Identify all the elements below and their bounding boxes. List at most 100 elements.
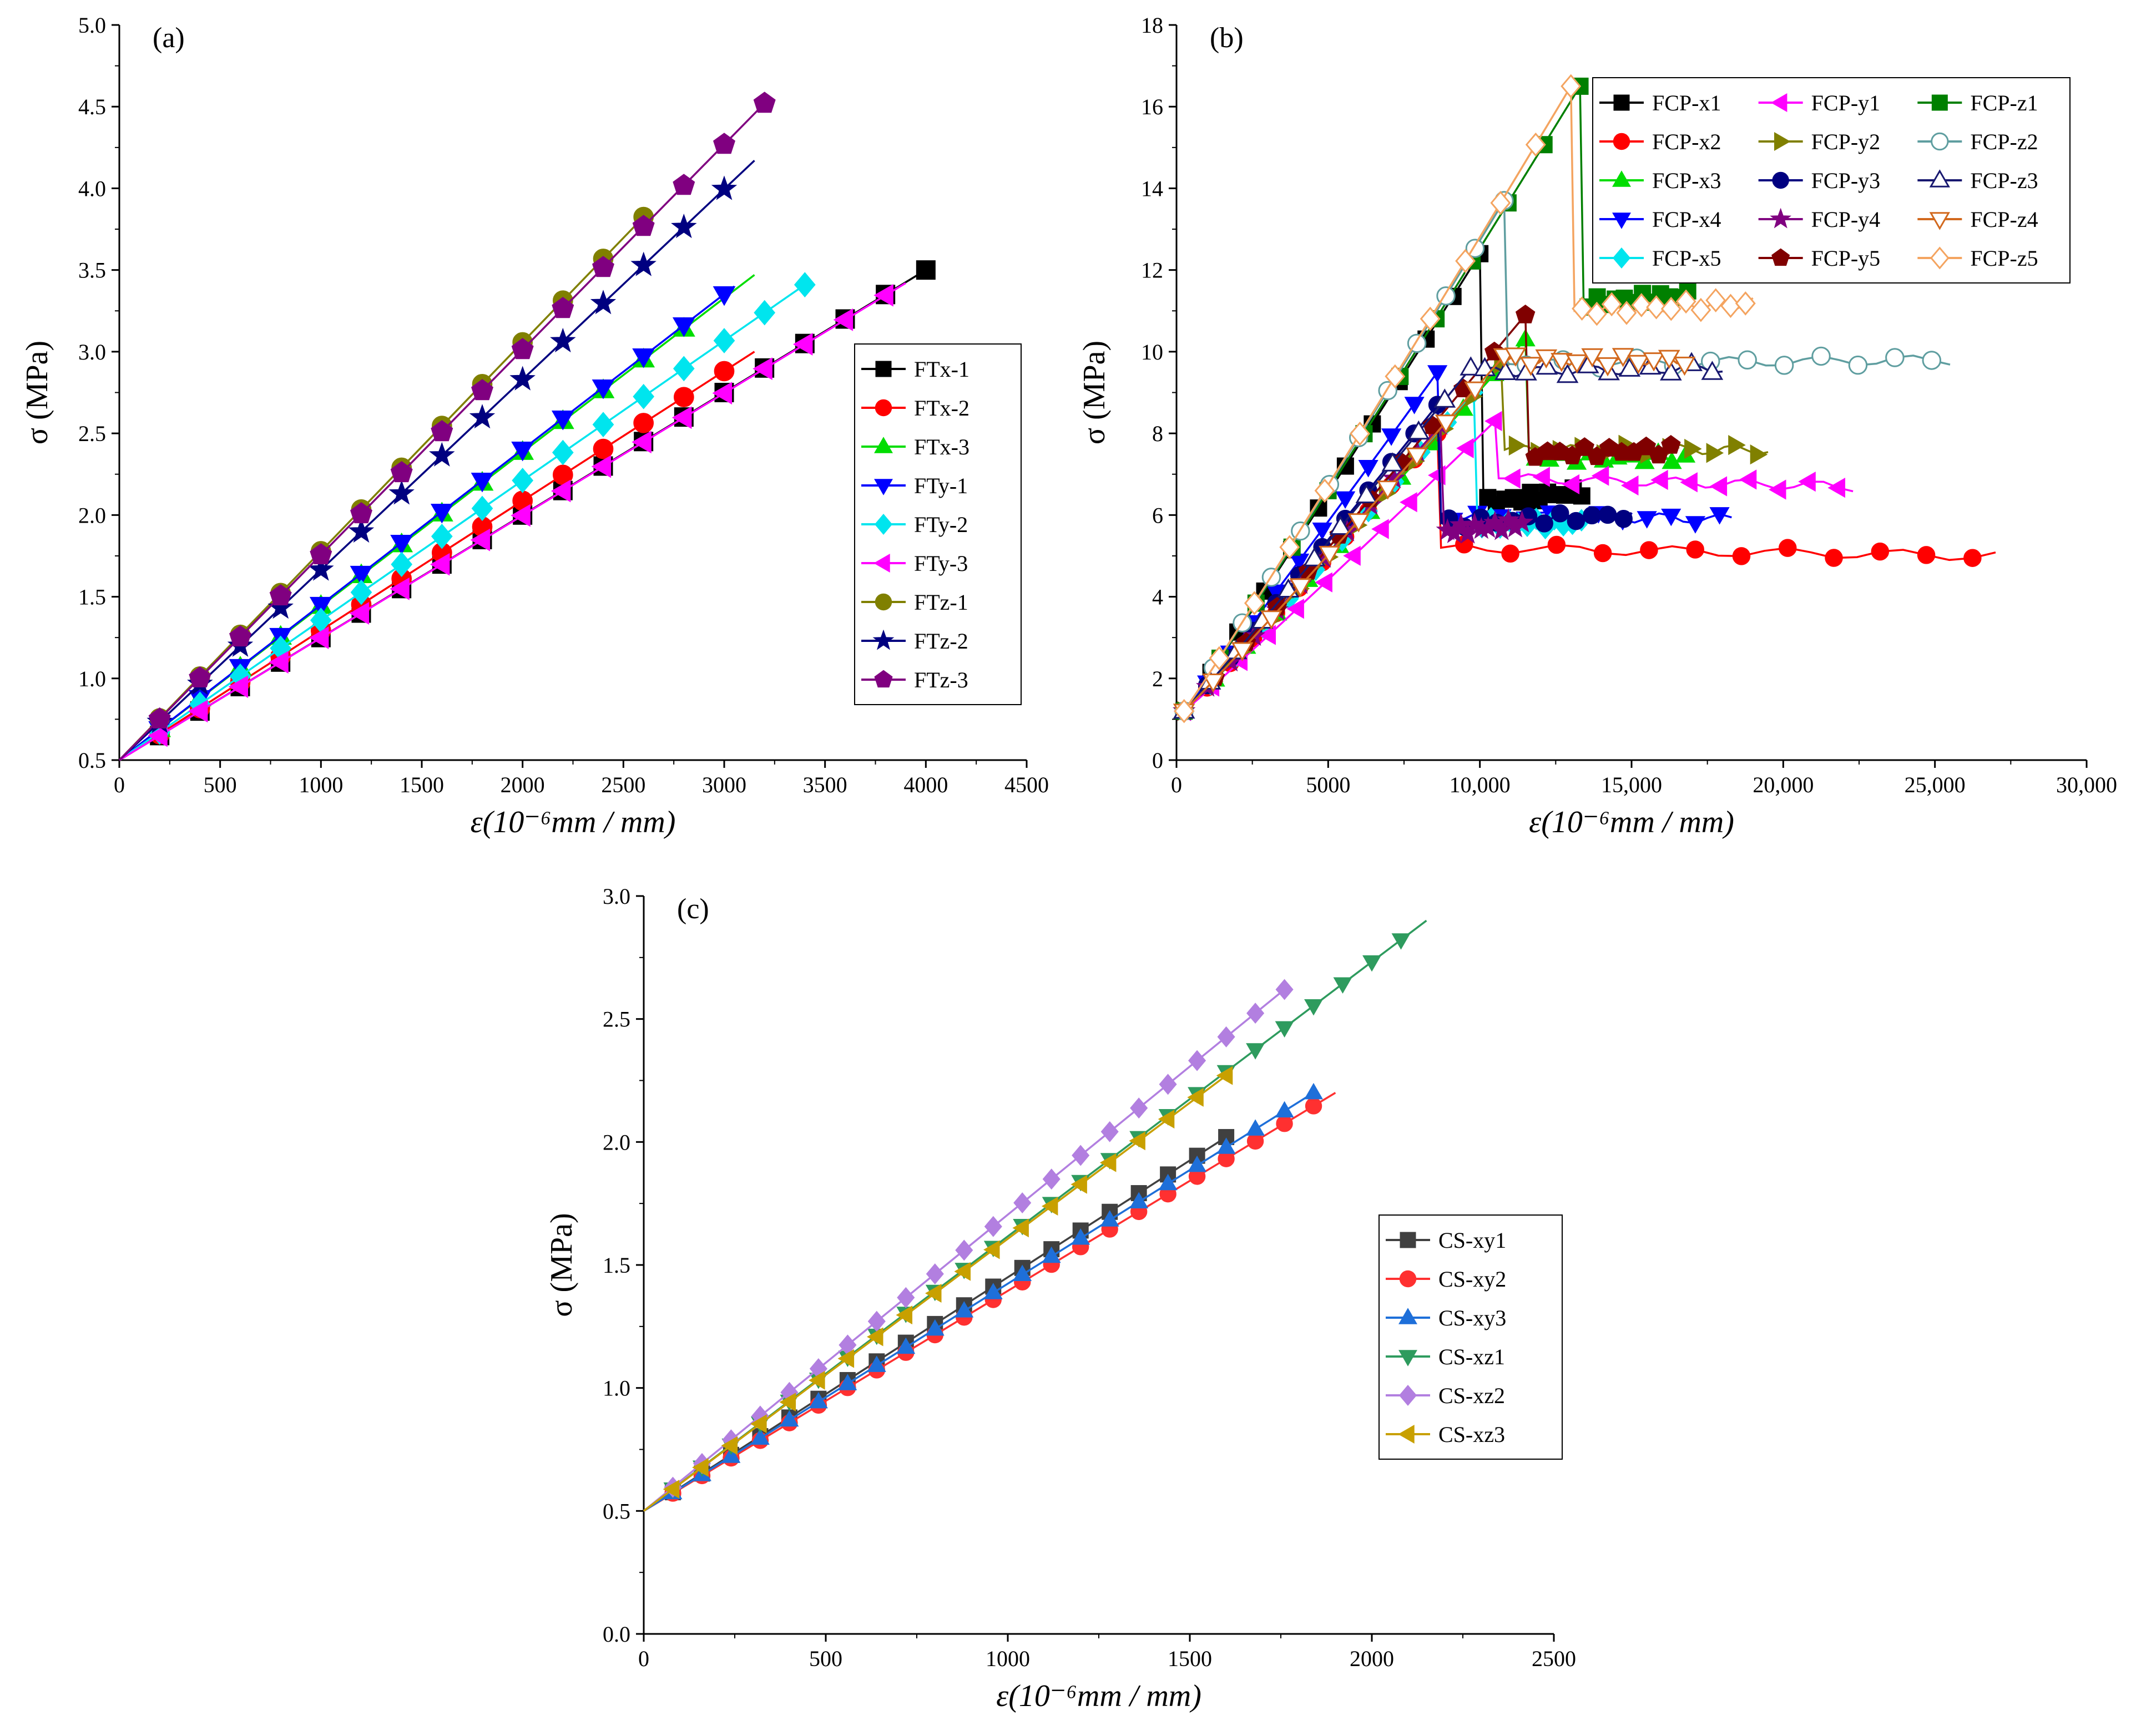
legend-label: FTz-3 [914, 667, 968, 692]
legend-label: CS-xz3 [1438, 1422, 1505, 1447]
data-point [1515, 304, 1536, 323]
data-point [750, 1428, 770, 1445]
legend-entry: FTy-1 [861, 473, 968, 498]
legend-label: FCP-y2 [1811, 129, 1881, 154]
legend-label: FTx-2 [914, 396, 969, 421]
data-point [1705, 288, 1726, 313]
data-point [1158, 1173, 1178, 1191]
data-point [1100, 1121, 1119, 1142]
data-point [308, 556, 334, 581]
data-point [1561, 74, 1582, 99]
y-tick-label: 16 [1141, 94, 1163, 119]
data-point [1631, 293, 1652, 317]
legend-entry: FTy-3 [861, 551, 968, 576]
data-point [925, 1284, 942, 1303]
data-point [1407, 420, 1430, 440]
data-point [1099, 1153, 1117, 1172]
legend-label: FCP-y4 [1811, 207, 1881, 232]
data-point [1202, 674, 1224, 693]
data-point [984, 1216, 1002, 1237]
data-point [511, 504, 531, 527]
data-point [471, 495, 493, 522]
data-point [1535, 349, 1558, 369]
data-point [349, 602, 370, 625]
data-point [1012, 1218, 1029, 1238]
data-point [1525, 132, 1546, 157]
data-point [955, 1301, 974, 1318]
legend-marker [1400, 1232, 1416, 1248]
y-axis-label: σ (MPa) [544, 1213, 579, 1317]
data-point [838, 1374, 857, 1390]
data-point [1216, 1137, 1236, 1154]
legend-label: FCP-z1 [1970, 90, 2038, 115]
y-tick-label: 0.5 [78, 748, 106, 773]
data-point [1070, 1175, 1087, 1194]
legend-entry: CS-xz3 [1386, 1422, 1505, 1447]
panel-label: (b) [1210, 22, 1244, 54]
data-point [1129, 1131, 1145, 1151]
data-point [1258, 625, 1276, 645]
y-tick-label: 2.5 [78, 421, 106, 446]
data-point [916, 260, 936, 280]
data-point [1519, 357, 1542, 376]
data-point [512, 468, 534, 493]
x-tick-label: 15,000 [1601, 772, 1662, 797]
data-point [633, 413, 654, 433]
data-point [1701, 361, 1724, 380]
data-point [1618, 357, 1641, 377]
data-point [663, 1480, 680, 1499]
data-point [1685, 516, 1706, 534]
y-tick-label: 2 [1152, 666, 1163, 691]
chart-panel-a: 0 500 1000 1500 2000 2500 3000 3500 4000 4500 0.5 1… [20, 13, 1049, 839]
data-point [779, 1393, 796, 1412]
legend-label: FTy-2 [914, 512, 968, 537]
data-point [1303, 547, 1326, 566]
data-point [1381, 428, 1402, 446]
data-point [1637, 511, 1657, 529]
legend-label: CS-xy1 [1438, 1228, 1506, 1253]
data-point [1314, 478, 1335, 503]
data-point [1646, 295, 1667, 320]
data-point [673, 356, 695, 382]
y-tick-label: 4 [1152, 585, 1163, 610]
legend-label: FCP-x2 [1652, 129, 1721, 154]
data-point [632, 431, 652, 454]
x-tick-label: 4500 [1004, 772, 1049, 797]
data-point [1217, 1026, 1235, 1047]
data-point [1825, 549, 1843, 567]
data-point [673, 387, 694, 408]
data-point [1329, 515, 1352, 535]
data-point [1551, 504, 1569, 523]
data-point [1601, 292, 1622, 317]
y-tick-label: 10 [1141, 340, 1163, 365]
data-point [1738, 350, 1757, 370]
data-point [1435, 414, 1457, 434]
data-point [1917, 546, 1936, 564]
data-point [1494, 361, 1517, 380]
data-point [1612, 348, 1634, 367]
legend-entry: FCP-y2 [1758, 129, 1881, 154]
data-point [1732, 547, 1751, 565]
series-FCP-z5 [1174, 74, 1756, 723]
data-point [1627, 355, 1650, 374]
series-CS-xy3 [643, 1082, 1323, 1512]
data-point [1231, 642, 1254, 662]
y-tick-label: 6 [1152, 503, 1163, 528]
data-point [1455, 249, 1476, 274]
legend-entry: FCP-z4 [1917, 207, 2038, 232]
data-point [350, 565, 373, 586]
legend-marker [1612, 247, 1631, 269]
y-tick-label: 0 [1152, 748, 1163, 773]
legend-marker [1613, 133, 1630, 150]
data-point [713, 328, 735, 353]
data-point [552, 297, 574, 318]
data-point [1100, 1210, 1119, 1227]
legend-entry: FTz-3 [861, 667, 968, 692]
legend-marker [1774, 132, 1791, 151]
y-tick-label: 3.5 [78, 258, 106, 283]
data-point [471, 473, 494, 493]
data-point [671, 214, 697, 239]
data-point [390, 577, 410, 600]
data-point [591, 455, 612, 478]
legend-marker [1931, 132, 1949, 151]
